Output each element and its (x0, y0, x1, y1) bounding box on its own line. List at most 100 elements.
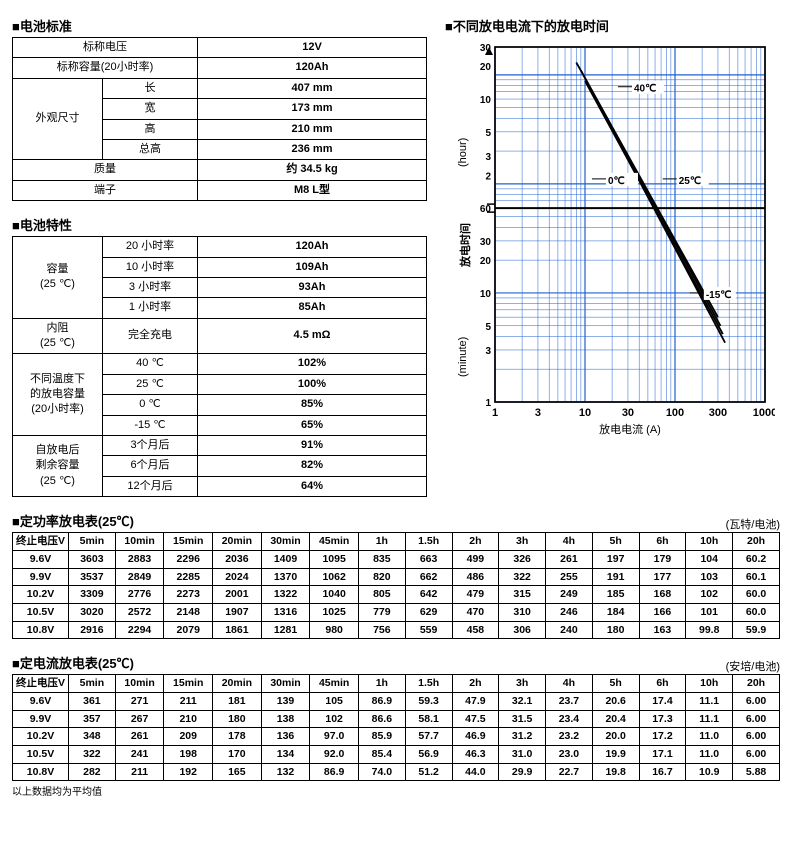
data-cell: 479 (452, 586, 499, 604)
data-cell: 19.8 (592, 763, 639, 781)
dim-key: 高 (103, 119, 198, 139)
data-cell: 29.9 (499, 763, 546, 781)
data-cell: 271 (115, 693, 164, 711)
col-header: 20h (733, 533, 780, 551)
col-header: 5min (69, 675, 116, 693)
ir-val: 4.5 mΩ (198, 318, 427, 354)
data-cell: 2916 (69, 621, 116, 639)
data-cell: 2001 (213, 586, 262, 604)
data-cell: 46.3 (452, 746, 499, 764)
svg-text:30: 30 (622, 407, 634, 419)
col-header: 10min (115, 533, 164, 551)
data-cell: 60.1 (733, 568, 780, 586)
char-title: ■电池特性 (12, 215, 427, 234)
data-cell: 322 (69, 746, 116, 764)
data-cell: 16.7 (639, 763, 686, 781)
svg-text:40℃: 40℃ (634, 84, 656, 95)
data-cell: 197 (592, 550, 639, 568)
cap-val: 93Ah (198, 277, 427, 297)
col-header: 20min (213, 675, 262, 693)
data-cell: 168 (639, 586, 686, 604)
data-cell: 99.8 (686, 621, 733, 639)
data-cell: 211 (164, 693, 213, 711)
spec-row-value: M8 L型 (198, 180, 427, 200)
data-cell: 60.0 (733, 586, 780, 604)
data-cell: 642 (405, 586, 452, 604)
data-cell: 58.1 (405, 710, 452, 728)
data-cell: 1370 (261, 568, 310, 586)
data-cell: 59.3 (405, 693, 452, 711)
data-cell: 47.5 (452, 710, 499, 728)
current-title: ■定电流放电表(25℃) (12, 653, 134, 672)
data-cell: 180 (213, 710, 262, 728)
col-header: 10min (115, 675, 164, 693)
cap-key: 10 小时率 (103, 257, 198, 277)
data-cell: 184 (592, 603, 639, 621)
data-cell: 322 (499, 568, 546, 586)
dim-val: 236 mm (198, 139, 427, 159)
data-cell: 2024 (213, 568, 262, 586)
data-cell: 240 (546, 621, 593, 639)
current-unit: (安培/电池) (726, 658, 780, 674)
dim-group-label: 外观尺寸 (13, 78, 103, 160)
data-cell: 559 (405, 621, 452, 639)
data-cell: 17.3 (639, 710, 686, 728)
data-cell: 165 (213, 763, 262, 781)
dim-val: 210 mm (198, 119, 427, 139)
col-header: 6h (639, 533, 686, 551)
data-cell: 348 (69, 728, 116, 746)
data-cell: 1861 (213, 621, 262, 639)
cap-val: 120Ah (198, 237, 427, 257)
data-cell: 31.5 (499, 710, 546, 728)
temp-val: 102% (198, 354, 427, 374)
data-cell: 185 (592, 586, 639, 604)
data-cell: 97.0 (310, 728, 359, 746)
data-cell: 246 (546, 603, 593, 621)
data-cell: 211 (115, 763, 164, 781)
data-cell: 60.2 (733, 550, 780, 568)
col-header: 6h (639, 675, 686, 693)
temp-val: 100% (198, 374, 427, 394)
data-cell: 23.7 (546, 693, 593, 711)
col-header: 30min (261, 675, 310, 693)
data-cell: 2572 (115, 603, 164, 621)
data-cell: 23.2 (546, 728, 593, 746)
spec-row-label: 标称容量(20小时率) (13, 58, 198, 78)
row-voltage: 9.9V (13, 568, 69, 586)
row-voltage: 10.5V (13, 746, 69, 764)
self-key: 3个月后 (103, 436, 198, 456)
data-cell: 1281 (261, 621, 310, 639)
col-header: 20min (213, 533, 262, 551)
data-cell: 820 (358, 568, 405, 586)
data-cell: 180 (592, 621, 639, 639)
dim-key: 总高 (103, 139, 198, 159)
svg-text:2: 2 (485, 171, 491, 182)
svg-text:100: 100 (666, 407, 684, 419)
current-table: 终止电压V5min10min15min20min30min45min1h1.5h… (12, 674, 780, 781)
cap-key: 1 小时率 (103, 298, 198, 318)
data-cell: 57.7 (405, 728, 452, 746)
svg-text:3: 3 (535, 407, 541, 419)
data-cell: 59.9 (733, 621, 780, 639)
col-header: 3h (499, 533, 546, 551)
temp-key: 40 ℃ (103, 354, 198, 374)
svg-text:-15℃: -15℃ (706, 290, 732, 301)
temp-val: 65% (198, 415, 427, 435)
data-cell: 10.9 (686, 763, 733, 781)
self-group: 自放电后剩余容量(25 ℃) (13, 436, 103, 497)
col-header: 1.5h (405, 533, 452, 551)
data-cell: 11.0 (686, 728, 733, 746)
data-cell: 255 (546, 568, 593, 586)
data-cell: 104 (686, 550, 733, 568)
data-cell: 31.0 (499, 746, 546, 764)
self-val: 64% (198, 476, 427, 496)
data-cell: 1316 (261, 603, 310, 621)
data-cell: 136 (261, 728, 310, 746)
data-cell: 20.4 (592, 710, 639, 728)
data-cell: 1322 (261, 586, 310, 604)
data-cell: 5.88 (733, 763, 780, 781)
svg-text:20: 20 (480, 62, 492, 73)
data-cell: 11.1 (686, 710, 733, 728)
temp-key: 25 ℃ (103, 374, 198, 394)
svg-text:3: 3 (485, 346, 491, 357)
